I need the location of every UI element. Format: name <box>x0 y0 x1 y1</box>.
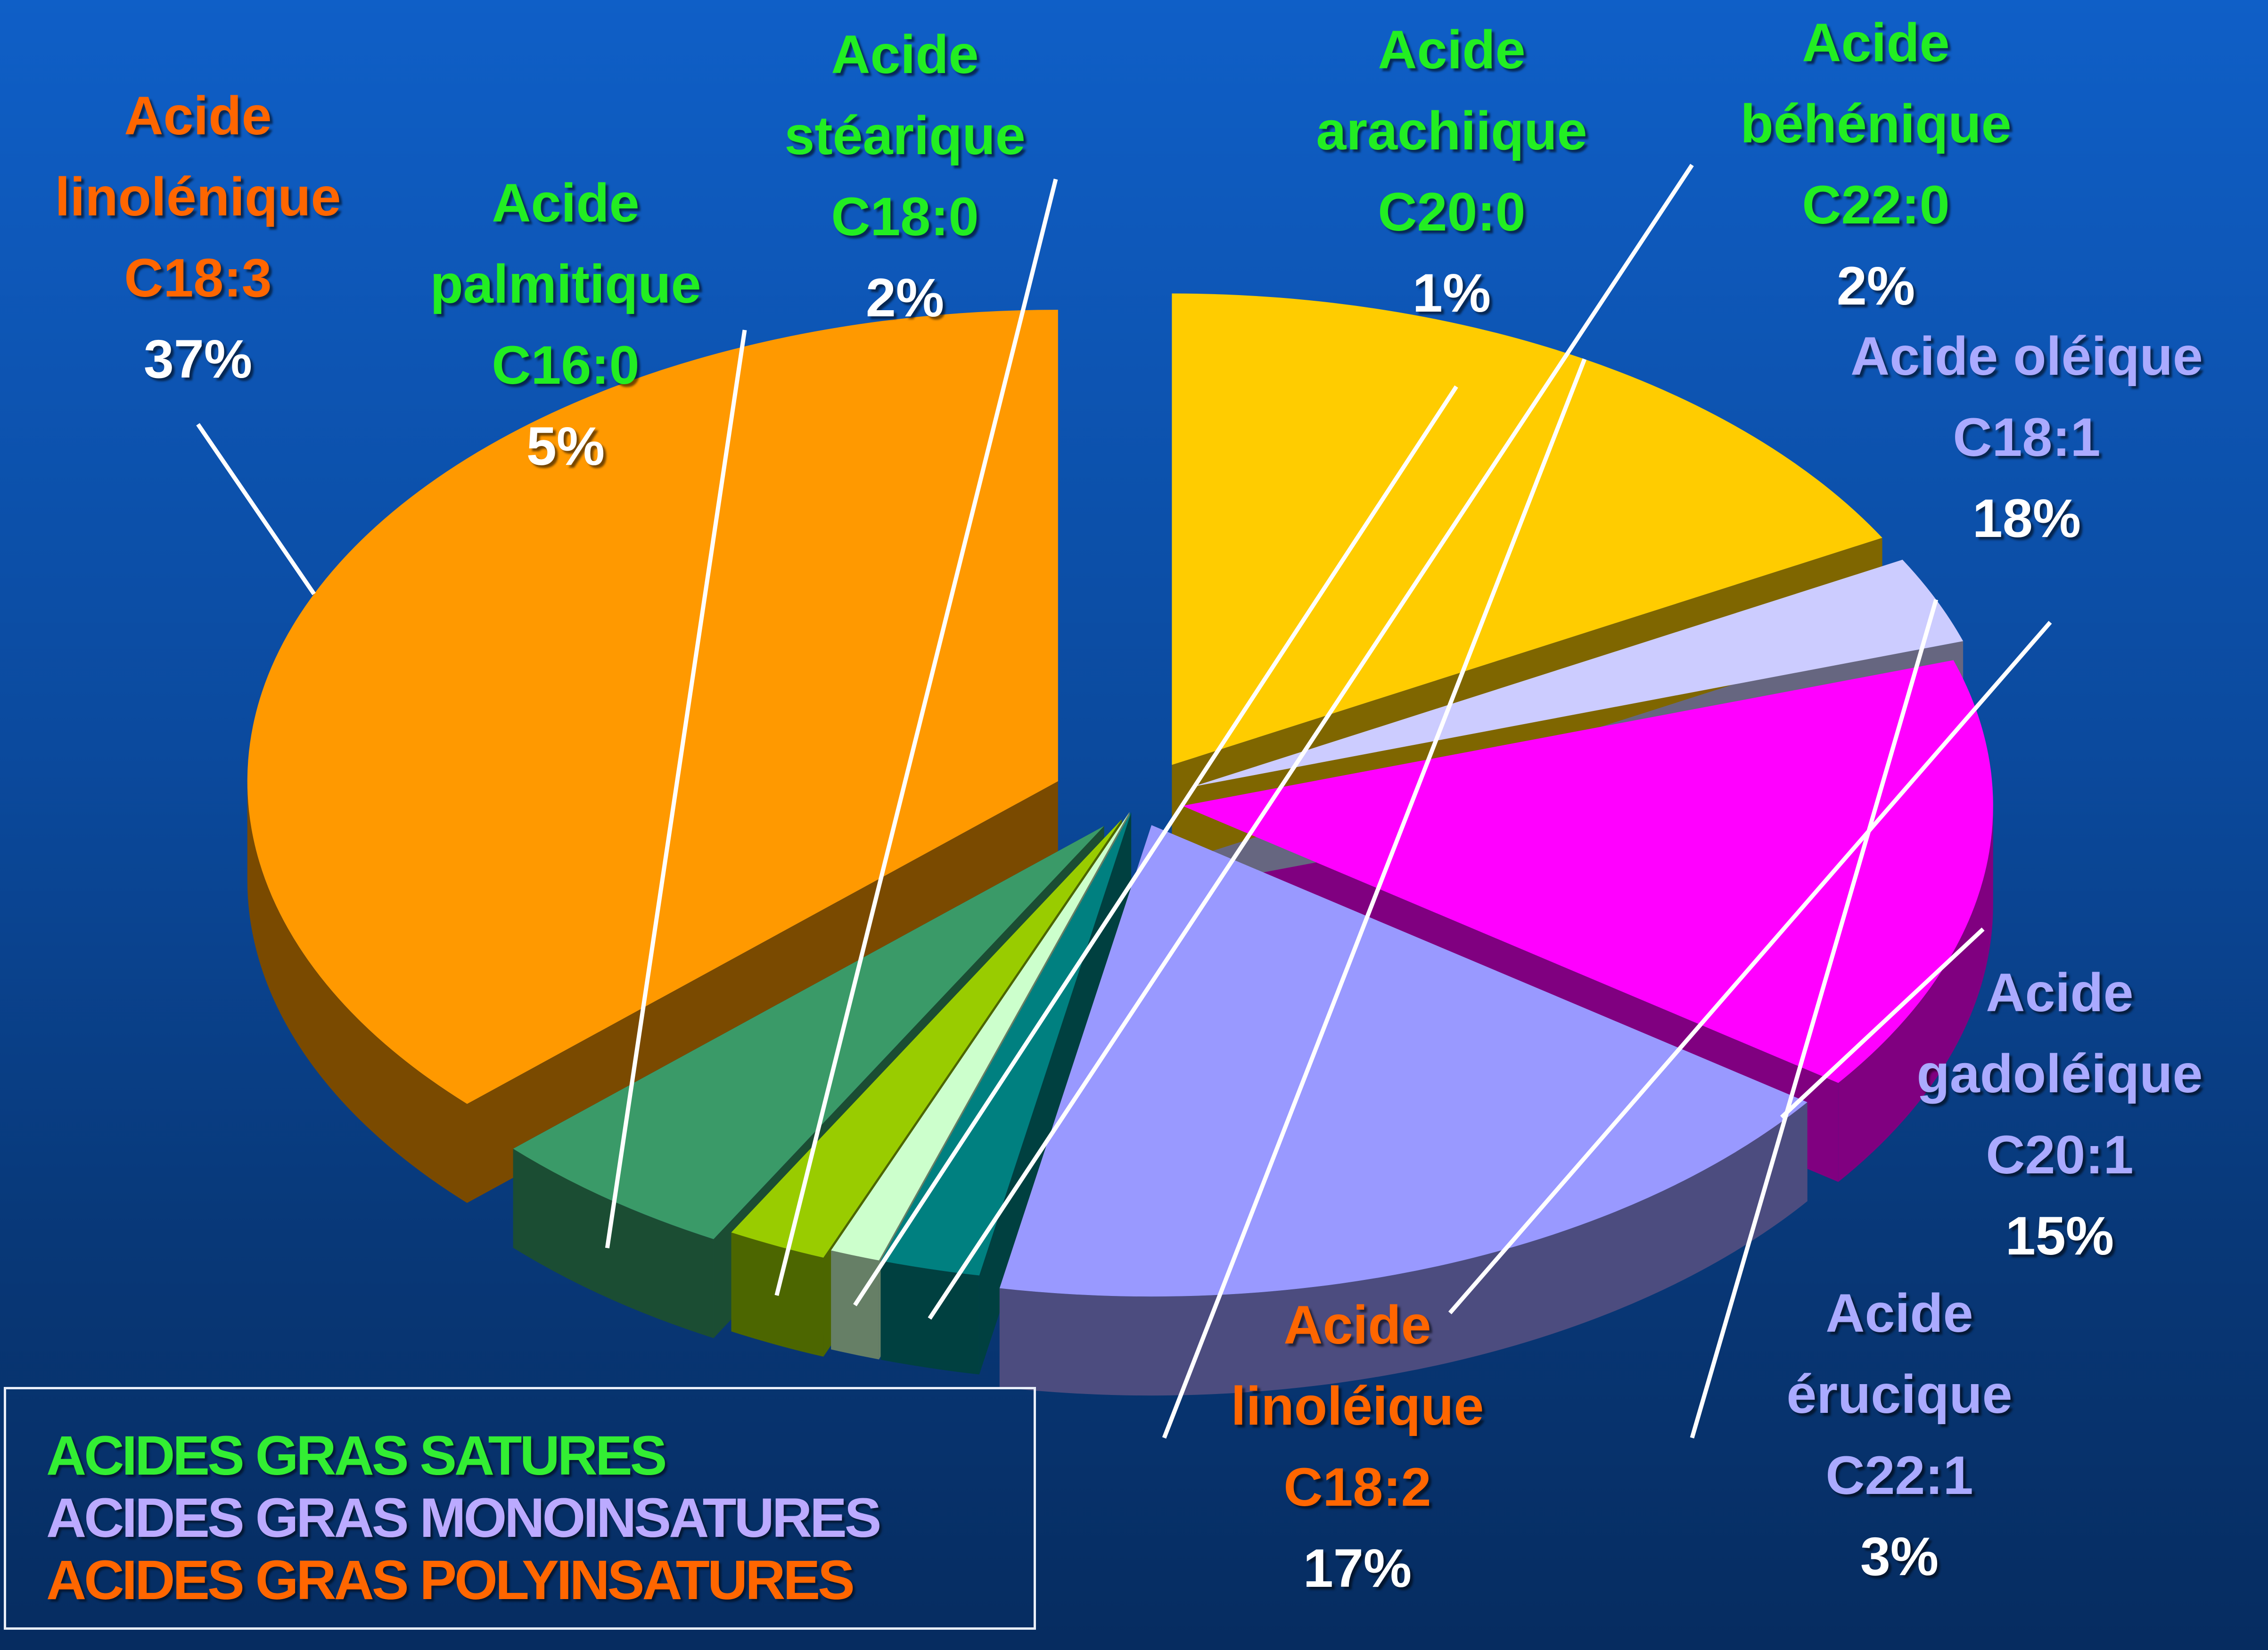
slice-acide-arachiique <box>831 812 1130 1261</box>
leader-line-acide-stearique <box>774 178 1058 1296</box>
label-percent: 2% <box>1836 256 1915 316</box>
slice-side-acide-oleique <box>999 1102 1808 1396</box>
slice-acide-gadoleique <box>1182 660 1993 1083</box>
label-erucique: Acide érucique C22:1 3% <box>1720 1273 2079 1597</box>
label-linolenique: Acide linolénique C18:3 37% <box>19 75 377 400</box>
label-code: C22:1 <box>1825 1445 1973 1506</box>
label-code: C22:0 <box>1802 175 1950 235</box>
leader-line-acide-palmitique <box>605 330 747 1248</box>
leader-line-acide-oleique <box>1448 621 2052 1314</box>
slice-acide-palmitique <box>513 826 1104 1239</box>
label-linoleique: Acide linoléique C18:2 17% <box>1178 1285 1537 1609</box>
label-percent: 5% <box>526 416 605 477</box>
label-line2: arachiique <box>1316 101 1587 161</box>
slice-acide-linoleique <box>1172 293 1882 765</box>
label-code: C20:0 <box>1378 182 1526 242</box>
leader-line-acide-gadoleique <box>1780 927 1985 1119</box>
label-percent: 17% <box>1303 1538 1412 1599</box>
label-palmitique: Acide palmitique C16:0 5% <box>386 163 745 487</box>
label-line2: palmitique <box>430 254 701 314</box>
label-code: C20:1 <box>1986 1125 2134 1185</box>
label-line2: stéarique <box>784 106 1026 166</box>
label-line1: Acide <box>1825 1283 1973 1344</box>
label-percent: 1% <box>1412 263 1491 323</box>
slice-acide-oleique <box>999 825 1808 1297</box>
label-line2: béhénique <box>1740 94 2012 154</box>
label-arachiique: Acide arachiique C20:0 1% <box>1273 9 1631 334</box>
label-line1: Acide <box>492 173 640 233</box>
legend-item-satures: ACIDES GRAS SATURES <box>46 1425 667 1487</box>
label-line1: Acide <box>831 25 979 85</box>
slice-wall-acide-behenique <box>979 812 1132 1375</box>
label-line1: Acide <box>1986 963 2134 1023</box>
slice-acide-erucique <box>1192 560 1964 787</box>
slice-side-acide-palmitique <box>513 1148 714 1338</box>
label-percent: 3% <box>1860 1526 1939 1587</box>
slice-side-acide-linolenique <box>247 781 467 1203</box>
label-percent: 18% <box>1972 488 2081 549</box>
leader-line-acide-erucique <box>1690 599 1939 1439</box>
slice-tops <box>247 293 1993 1297</box>
label-percent: 2% <box>865 268 945 328</box>
legend: ACIDES GRAS SATURES ACIDES GRAS MONOINSA… <box>4 1387 1036 1630</box>
label-line2: linoléique <box>1231 1376 1484 1436</box>
leader-line-acide-linolenique <box>196 423 316 595</box>
label-oleique: Acide oléique C18:1 18% <box>1791 316 2262 559</box>
label-line1: Acide oléique <box>1850 326 2203 387</box>
label-code: C18:2 <box>1283 1457 1431 1518</box>
label-stearique: Acide stéarique C18:0 2% <box>726 14 1084 338</box>
label-code: C18:1 <box>1953 407 2101 468</box>
legend-item-monoinsatures: ACIDES GRAS MONOINSATURES <box>46 1487 882 1549</box>
leader-line-acide-behenique <box>928 164 1694 1320</box>
label-line1: Acide <box>124 86 272 146</box>
label-line1: Acide <box>1378 20 1526 80</box>
slice-acide-behenique <box>880 812 1132 1276</box>
label-percent: 37% <box>143 329 253 389</box>
label-code: C18:0 <box>831 187 979 247</box>
slice-side-acide-gadoleique <box>1838 806 1993 1182</box>
label-gadoleique: Acide gadoléique C20:1 15% <box>1881 952 2239 1277</box>
slice-acide-stearique <box>731 819 1122 1258</box>
slice-acide-linolenique <box>247 310 1058 1104</box>
label-code: C16:0 <box>492 335 640 396</box>
leader-lines <box>196 164 2052 1439</box>
label-line2: linolénique <box>55 167 341 227</box>
leader-line-acide-linoleique <box>1162 358 1587 1439</box>
label-behenique: Acide béhénique C22:0 2% <box>1697 2 2055 327</box>
label-line2: érucique <box>1786 1364 2013 1425</box>
label-line1: Acide <box>1283 1295 1431 1355</box>
legend-item-polyinsatures: ACIDES GRAS POLYINSATURES <box>46 1549 855 1611</box>
label-percent: 15% <box>2005 1206 2114 1266</box>
label-line1: Acide <box>1802 13 1950 73</box>
label-line2: gadoléique <box>1916 1044 2203 1104</box>
label-code: C18:3 <box>124 248 272 308</box>
leader-line-acide-arachiique <box>853 385 1458 1306</box>
